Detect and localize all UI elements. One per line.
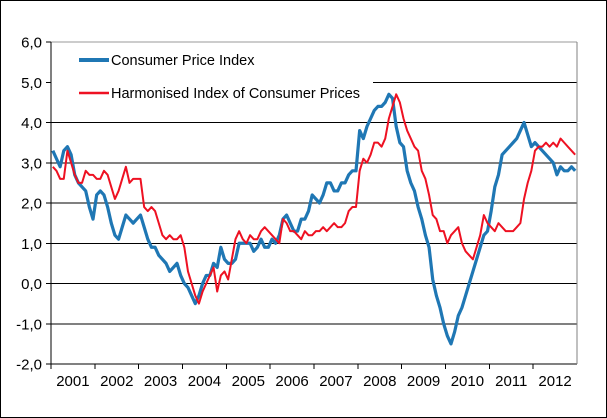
x-tick-label-2011: 2011 [495,373,527,390]
x-tick-label-2007: 2007 [319,373,352,390]
x-tick-label-2009: 2009 [407,373,440,390]
y-axis-tick-labels: 6,0 5,0 4,0 3,0 2,0 1,0 0,0 -1,0 -2,0 [16,35,42,374]
legend-label-cpi: Consumer Price Index [111,53,255,69]
y-tick-label-3,0: 3,0 [21,155,42,172]
series-line-cpi [51,92,577,346]
x-axis-tick-labels: 2001 2002 2003 2004 2005 2006 2007 2008 2009 2010… [56,373,572,390]
x-tick-label-2010: 2010 [451,373,484,390]
y-tick-label--1,0: -1,0 [16,316,42,333]
x-tick-label-2008: 2008 [363,373,396,390]
y-tick-label-2,0: 2,0 [21,196,42,213]
y-tick-label-4,0: 4,0 [21,115,42,132]
y-tick-label-1,0: 1,0 [21,236,42,253]
x-tick-label-2005: 2005 [232,373,265,390]
x-tick-label-2004: 2004 [188,373,221,390]
y-tick-label-5,0: 5,0 [21,75,42,92]
chart-legend: Consumer Price Index Harmonised Index of… [79,53,360,102]
x-tick-label-2002: 2002 [100,373,133,390]
series-line-hicp [52,93,576,305]
x-tick-label-2012: 2012 [538,373,571,390]
data-series [51,92,577,346]
x-tick-label-2006: 2006 [275,373,308,390]
y-tick-label-6,0: 6,0 [21,35,42,52]
x-tick-label-2001: 2001 [56,373,89,390]
gridlines [51,41,577,325]
axis-tickmarks [46,41,534,369]
y-tick-label--2,0: -2,0 [16,357,42,374]
legend-label-hicp: Harmonised Index of Consumer Prices [111,86,360,102]
x-tick-label-2003: 2003 [144,373,177,390]
y-tick-label-0,0: 0,0 [21,276,42,293]
